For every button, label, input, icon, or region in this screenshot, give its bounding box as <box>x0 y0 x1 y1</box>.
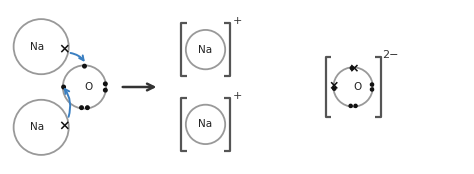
Text: 2−: 2− <box>382 50 399 60</box>
Text: Na: Na <box>30 42 44 52</box>
Circle shape <box>371 83 374 86</box>
Text: Na: Na <box>199 119 212 129</box>
Circle shape <box>63 65 106 109</box>
Circle shape <box>350 66 354 70</box>
Circle shape <box>14 100 69 155</box>
Circle shape <box>186 105 225 144</box>
Circle shape <box>333 87 336 90</box>
Circle shape <box>371 88 374 91</box>
Circle shape <box>82 64 86 68</box>
Circle shape <box>103 88 107 92</box>
Circle shape <box>333 67 373 107</box>
Circle shape <box>103 82 107 86</box>
Text: Na: Na <box>30 122 44 132</box>
Circle shape <box>186 30 225 69</box>
Text: +: + <box>232 16 242 26</box>
Circle shape <box>354 104 357 108</box>
Text: +: + <box>232 91 242 101</box>
Circle shape <box>80 106 83 109</box>
Text: O: O <box>84 82 92 92</box>
Circle shape <box>62 85 65 89</box>
Circle shape <box>86 106 89 109</box>
Text: O: O <box>353 82 361 92</box>
Circle shape <box>349 104 352 108</box>
Circle shape <box>14 19 69 74</box>
Text: Na: Na <box>199 45 212 55</box>
